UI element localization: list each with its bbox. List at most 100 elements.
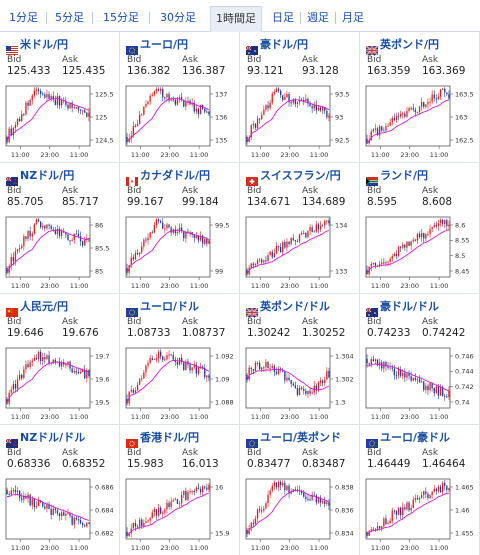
candle-body [277,245,280,247]
ask-label: Ask [422,317,439,327]
price-chart[interactable]: 16 15.9 11:00 23:00 11:00 [124,477,238,555]
candle-body [391,510,393,521]
pair-link[interactable]: 英ポンド/円 [365,37,439,56]
candle-body [328,371,330,378]
price-chart[interactable]: 134 133 11:00 23:00 11:00 [244,215,358,293]
candle-body [58,96,61,106]
candle-body [176,231,179,234]
tab-2[interactable]: 5分足 [55,11,84,24]
candle-body [389,122,391,126]
pair-link[interactable]: 豪ドル/円 [245,37,308,55]
bid-value: 1.46449 [367,458,411,470]
candle-body [75,233,78,235]
price-chart[interactable]: 99.5 99 11:00 23:00 11:00 [124,215,238,293]
candle-body [261,114,263,120]
moving-average-line [6,97,90,142]
y-tick-label: 99.5 [215,221,229,229]
bid-label: Bid [7,448,22,458]
candle-body [164,509,166,513]
candle-body [376,359,379,366]
candle-body [279,90,282,96]
candle-body [315,495,318,503]
pair-link[interactable]: カナダドル/円 [126,168,210,186]
pair-link[interactable]: 人民元/円 [6,299,68,317]
price-chart[interactable]: 137 136 135 11:00 23:00 11:00 [124,84,238,162]
candle-body [10,490,12,495]
candle-body [204,367,206,378]
pair-link[interactable]: 香港ドル/円 [126,430,199,448]
pair-link[interactable]: ユーロ/円 [126,37,188,55]
pair-link[interactable]: NZドル/円 [5,168,75,186]
candle-body [174,499,177,501]
price-chart[interactable]: 19.7 19.6 19.5 11:00 23:00 11:00 [4,346,118,424]
candle-body [395,510,398,515]
bid-value: 99.167 [127,196,164,208]
candle-body [54,508,57,511]
price-chart[interactable]: 1.465 1.46 1.455 11:00 23:00 11:00 [364,477,478,555]
candle-body [67,234,69,241]
candle-body [81,523,84,526]
tab-3[interactable]: 15分足 [103,11,139,24]
candle-body [385,361,387,367]
candle-body [151,232,153,234]
plot-frame [245,85,331,147]
pair-name: ユーロ/豪ドル [380,431,451,444]
pair-name: NZドル/ドル [20,431,86,444]
candle-body [446,485,448,491]
candle-body [271,93,273,103]
pair-link[interactable]: ランド/円 [366,168,428,186]
price-chart[interactable]: 86 85.5 85 11:00 23:00 11:00 [4,215,118,293]
x-tick-label: 23:00 [400,282,419,290]
pair-name: NZドル/円 [20,169,75,182]
candle-body [10,128,12,136]
pair-link[interactable]: ユーロ/ドル [126,299,199,317]
price-chart[interactable]: 1.304 1.302 1.3 11:00 23:00 11:00 [244,346,358,424]
candle-body [399,507,402,516]
pair-link[interactable]: ユーロ/豪ドル [366,430,451,448]
candle-body [275,88,278,92]
y-tick-label: 1.46 [455,506,469,514]
candle-body [423,102,425,107]
y-tick-label: 1.3 [335,398,345,406]
candle-body [84,110,86,113]
price-chart[interactable]: 1.092 1.09 1.088 11:00 23:00 11:00 [124,346,238,424]
pair-link[interactable]: 英ポンド/ドル [245,299,330,318]
chart-svg: 93.5 93 92.5 11:00 23:00 11:00 [245,85,349,159]
tab-5[interactable]: 1時間足 [210,6,262,32]
tab-8[interactable]: 月足 [342,11,364,24]
candle-body [435,98,438,100]
bid-value: 0.83477 [247,458,291,470]
candle-body [444,220,446,224]
candle-body [69,102,71,109]
price-chart[interactable]: 163.5 163 162.5 11:00 23:00 11:00 [364,84,478,162]
x-tick-label: 11:00 [371,544,390,552]
pair-link[interactable]: ユーロ/英ポンド [246,430,341,448]
candle-body [31,95,33,100]
price-chart[interactable]: 0.686 0.684 0.682 11:00 23:00 11:00 [4,477,118,555]
candle-body [134,523,137,527]
candle-body [277,368,280,374]
candle-body [412,377,414,381]
price-chart[interactable]: 125.5 125 124.5 11:00 23:00 11:00 [4,84,118,162]
tab-4[interactable]: 30分足 [160,11,196,24]
plot-frame [5,85,91,147]
price-chart[interactable]: 93.5 93 92.5 11:00 23:00 11:00 [244,84,358,162]
price-chart[interactable]: 0.746 0.744 0.742 0.74 11:00 23:00 11:00 [364,346,478,424]
price-chart[interactable]: 0.838 0.836 0.834 11:00 23:00 11:00 [244,477,358,555]
candle-body [397,116,400,118]
tab-6[interactable]: 日足 [272,11,294,24]
tab-7[interactable]: 週足 [307,11,329,24]
tab-1[interactable]: 1分足 [9,11,38,24]
price-chart[interactable]: 8.6 8.55 8.5 8.45 11:00 23:00 11:00 [364,215,478,293]
bid-value: 0.74233 [367,327,411,339]
y-tick-label: 125 [95,113,107,121]
candle-body [303,388,305,391]
candle-body [174,99,177,105]
pair-link[interactable]: 豪ドル/ドル [365,299,439,317]
candle-body [433,94,435,99]
candle-body [149,232,151,238]
y-tick-label: 162.5 [455,136,474,144]
pair-link[interactable]: スイスフラン/円 [246,168,341,186]
pair-link[interactable]: 米ドル/円 [6,37,68,55]
pair-link[interactable]: NZドル/ドル [5,430,86,448]
